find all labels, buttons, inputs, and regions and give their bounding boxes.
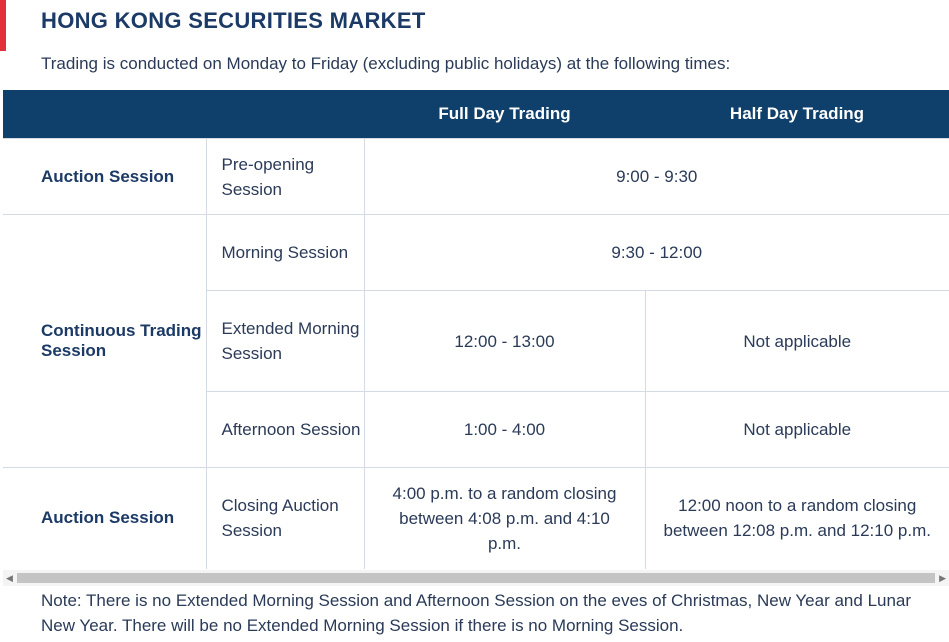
session-cell: Extended Morning Session bbox=[205, 290, 364, 392]
session-group-cell: Auction Session bbox=[3, 138, 206, 215]
half-day-time-cell: Not applicable bbox=[644, 290, 949, 392]
table-row: Auction Session Pre-opening Session 9:00… bbox=[3, 138, 949, 215]
full-day-time-cell: 12:00 - 13:00 bbox=[363, 290, 645, 392]
header-session bbox=[206, 90, 364, 139]
table-row: Auction Session Closing Auction Session … bbox=[3, 467, 949, 569]
time-cell: 9:30 - 12:00 bbox=[363, 214, 949, 291]
scroll-right-icon[interactable]: ▶ bbox=[939, 573, 946, 583]
session-cell: Closing Auction Session bbox=[205, 467, 364, 569]
session-cell: Afternoon Session bbox=[205, 391, 364, 468]
session-group-cell: Auction Session bbox=[3, 467, 206, 569]
intro-text: Trading is conducted on Monday to Friday… bbox=[41, 54, 731, 73]
session-cell: Pre-opening Session bbox=[205, 138, 364, 215]
half-day-time-cell: 12:00 noon to a random closing between 1… bbox=[644, 467, 949, 569]
header-session-group bbox=[3, 90, 206, 139]
full-day-time-cell: 1:00 - 4:00 bbox=[363, 391, 645, 468]
full-day-time-cell: 4:00 p.m. to a random closing between 4:… bbox=[363, 467, 645, 569]
table-row: Extended Morning Session 12:00 - 13:00 N… bbox=[3, 290, 949, 392]
trading-hours-table: Full Day Trading Half Day Trading Auctio… bbox=[3, 90, 949, 569]
time-cell: 9:00 - 9:30 bbox=[363, 138, 949, 215]
table-row: Afternoon Session 1:00 - 4:00 Not applic… bbox=[3, 391, 949, 468]
scrollbar-thumb[interactable] bbox=[17, 573, 935, 583]
half-day-time-cell: Not applicable bbox=[644, 391, 949, 468]
scroll-left-icon[interactable]: ◀ bbox=[6, 573, 13, 583]
footnote: Note: There is no Extended Morning Sessi… bbox=[41, 591, 912, 635]
title-accent-bar bbox=[0, 0, 6, 51]
session-group-cell: Continuous Trading Session bbox=[3, 214, 206, 468]
table-row: Continuous Trading Session Morning Sessi… bbox=[3, 214, 949, 468]
page-title: HONG KONG SECURITIES MARKET bbox=[41, 8, 426, 33]
session-cell: Morning Session bbox=[205, 214, 364, 291]
horizontal-scrollbar[interactable]: ◀ ▶ bbox=[3, 570, 949, 586]
header-half-day: Half Day Trading bbox=[645, 90, 949, 139]
header-full-day: Full Day Trading bbox=[364, 90, 645, 139]
trading-hours-table-container: Full Day Trading Half Day Trading Auctio… bbox=[3, 90, 949, 569]
table-header-row: Full Day Trading Half Day Trading bbox=[3, 90, 949, 139]
